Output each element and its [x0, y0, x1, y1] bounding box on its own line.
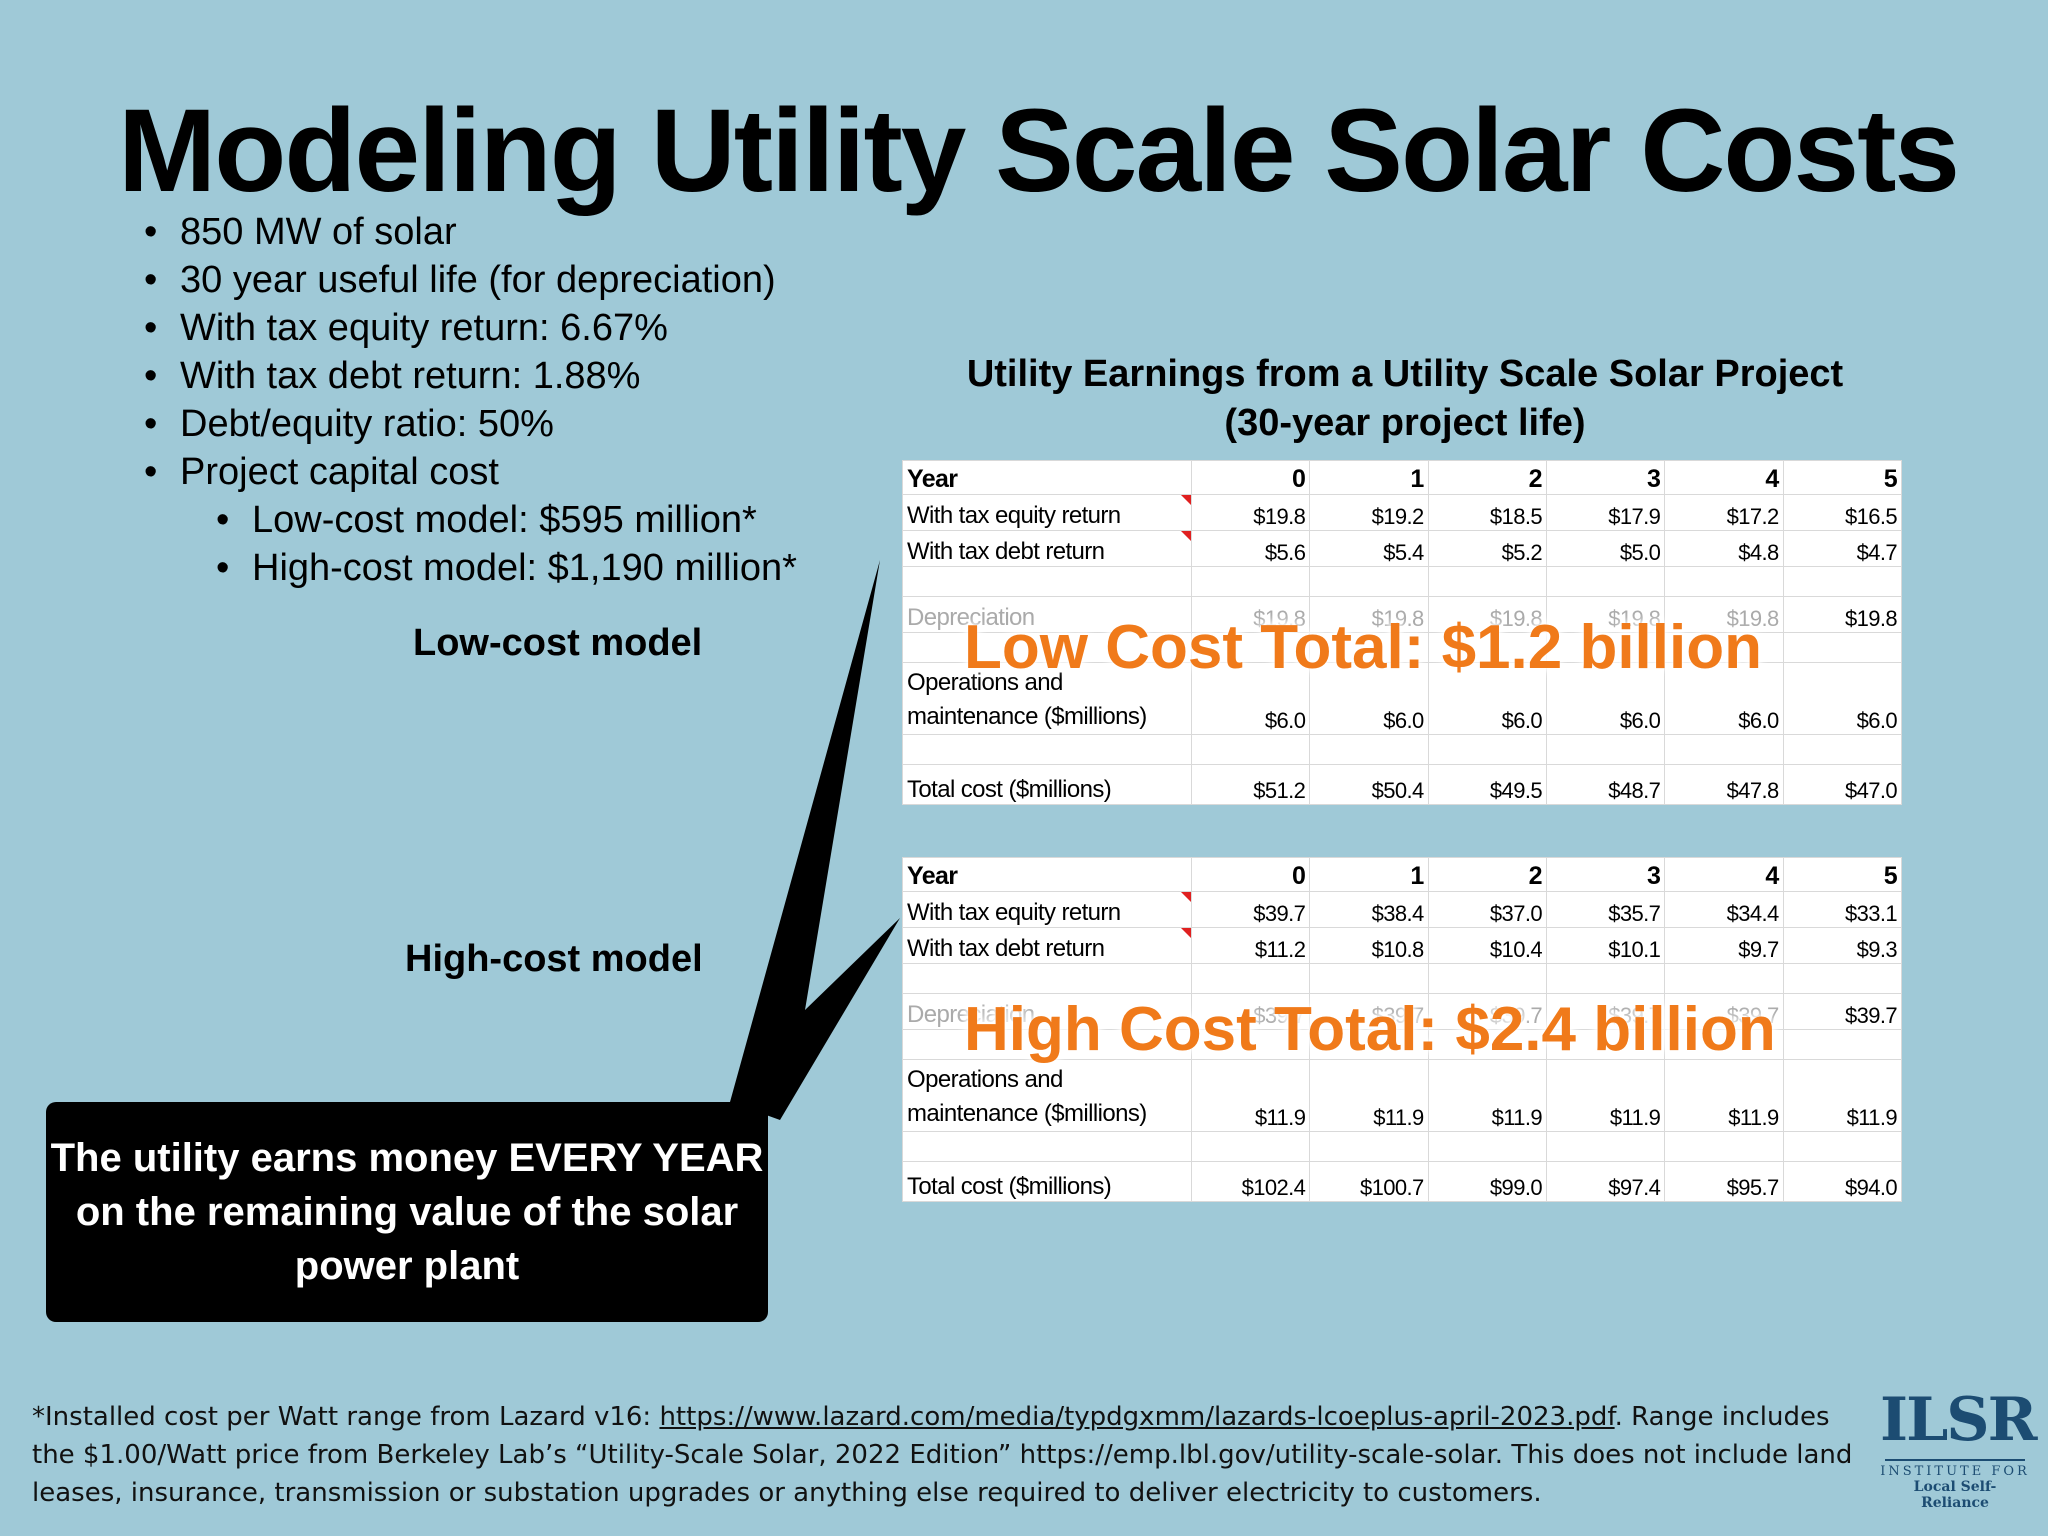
- header-cell: 5: [1782, 857, 1903, 892]
- logo-mark: ILSR: [1880, 1385, 2037, 1455]
- table-cell: $37.0: [1427, 891, 1547, 928]
- table-cell: $17.2: [1664, 494, 1784, 531]
- row-label: With tax equity return: [902, 891, 1192, 928]
- table-cell: $97.4: [1545, 1161, 1666, 1202]
- high-cost-total-overlay: High Cost Total: $2.4 billion: [964, 995, 1776, 1064]
- header-cell: 0: [1190, 460, 1311, 495]
- header-cell: 2: [1427, 857, 1547, 892]
- footnote-suffix: . Range includes the $1.00/Watt price fr…: [32, 1402, 1853, 1508]
- callout-pointer: [730, 560, 900, 1120]
- table-cell: $19.8: [1427, 596, 1547, 633]
- table-cell: $5.4: [1309, 530, 1429, 567]
- table-cell: $6.0: [1782, 662, 1903, 735]
- sub-bullet-item: Low-cost model: $595 million*: [140, 496, 797, 544]
- header-cell: Year: [902, 857, 1192, 892]
- row-label: With tax debt return: [902, 530, 1192, 567]
- table-cell: $11.9: [1782, 1059, 1903, 1132]
- assumptions-list: 850 MW of solar 30 year useful life (for…: [140, 208, 797, 592]
- high-cost-model-label: High-cost model: [405, 938, 703, 980]
- row-label: With tax equity return: [902, 494, 1192, 531]
- table-cell: $6.0: [1545, 662, 1666, 735]
- high-cost-table: Year 0 1 2 3 4 5 With tax equity return …: [902, 857, 1903, 1202]
- table-cell: $34.4: [1664, 891, 1784, 928]
- row-label: Operations and maintenance ($millions): [902, 662, 1192, 735]
- table-cell: $5.6: [1190, 530, 1311, 567]
- row-label: With tax debt return: [902, 927, 1192, 964]
- table-cell: $47.8: [1664, 764, 1784, 805]
- table-cell: $100.7: [1309, 1161, 1429, 1202]
- table-cell: $19.2: [1309, 494, 1429, 531]
- header-cell: 1: [1309, 460, 1429, 495]
- table-cell: $39.7: [1427, 993, 1547, 1030]
- logo-line-2: Local Self-Reliance: [1913, 1479, 1997, 1511]
- table-cell: $16.5: [1782, 494, 1903, 531]
- table-cell: $5.2: [1427, 530, 1547, 567]
- table-cell: $11.9: [1427, 1059, 1547, 1132]
- row-label: Depreciation: [902, 993, 1192, 1030]
- header-cell: 2: [1427, 460, 1547, 495]
- table-cell: $39.7: [1782, 993, 1903, 1030]
- lazard-link[interactable]: https://www.lazard.com/media/typdgxmm/la…: [659, 1402, 1615, 1432]
- table-cell: $6.0: [1309, 662, 1429, 735]
- bullet-item: Project capital cost: [140, 448, 797, 496]
- table-cell: $4.7: [1782, 530, 1903, 567]
- table-cell: $99.0: [1427, 1161, 1547, 1202]
- callout-text: The utility earns money EVERY YEAR on th…: [50, 1136, 764, 1288]
- footnote: *Installed cost per Watt range from Laza…: [32, 1398, 1862, 1512]
- table-cell: $11.9: [1545, 1059, 1666, 1132]
- table-cell: $10.1: [1545, 927, 1666, 964]
- table-cell: $49.5: [1427, 764, 1547, 805]
- table-cell: $18.5: [1427, 494, 1547, 531]
- table-cell: $5.0: [1545, 530, 1666, 567]
- table-cell: $19.8: [1782, 596, 1903, 633]
- row-label: Total cost ($millions): [902, 1161, 1192, 1202]
- slide-title: Modeling Utility Scale Solar Costs: [118, 85, 1960, 217]
- row-label: Operations and maintenance ($millions): [902, 1059, 1192, 1132]
- table-cell: $4.8: [1664, 530, 1784, 567]
- bullet-item: 30 year useful life (for depreciation): [140, 256, 797, 304]
- table-cell: $6.0: [1190, 662, 1311, 735]
- ilsr-logo: ILSR INSTITUTE FOR Local Self-Reliance: [1880, 1384, 2037, 1511]
- table-cell: $47.0: [1782, 764, 1903, 805]
- table-cell: $51.2: [1190, 764, 1311, 805]
- bullet-item: 850 MW of solar: [140, 208, 797, 256]
- table-cell: $94.0: [1782, 1161, 1903, 1202]
- table-cell: $10.4: [1427, 927, 1547, 964]
- table-cell: $102.4: [1190, 1161, 1311, 1202]
- table-cell: $11.9: [1190, 1059, 1311, 1132]
- low-cost-model-label: Low-cost model: [413, 622, 703, 664]
- table-cell: $48.7: [1545, 764, 1666, 805]
- bullet-item: Debt/equity ratio: 50%: [140, 400, 797, 448]
- bullet-item: With tax equity return: 6.67%: [140, 304, 797, 352]
- table-cell: $9.7: [1664, 927, 1784, 964]
- table-cell: $39.7: [1545, 993, 1666, 1030]
- footnote-prefix: *Installed cost per Watt range from Laza…: [32, 1402, 660, 1432]
- table-cell: $95.7: [1664, 1161, 1784, 1202]
- table-title-line: Utility Earnings from a Utility Scale So…: [966, 353, 1844, 395]
- bullet-item: With tax debt return: 1.88%: [140, 352, 797, 400]
- table-cell: $10.8: [1309, 927, 1429, 964]
- low-cost-total-overlay: Low Cost Total: $1.2 billion: [964, 613, 1762, 682]
- row-label: Total cost ($millions): [902, 764, 1192, 805]
- logo-line-1: INSTITUTE FOR: [1880, 1464, 2030, 1479]
- table-title-line: (30-year project life): [1224, 402, 1586, 444]
- logo-divider: [1885, 1459, 2025, 1461]
- sub-bullet-item: High-cost model: $1,190 million*: [140, 544, 797, 592]
- table-title: Utility Earnings from a Utility Scale So…: [900, 350, 1910, 448]
- table-cell: $19.8: [1545, 596, 1666, 633]
- table-cell: $33.1: [1782, 891, 1903, 928]
- header-cell: 1: [1309, 857, 1429, 892]
- table-cell: $35.7: [1545, 891, 1666, 928]
- low-cost-table: Year 0 1 2 3 4 5 With tax equity return …: [902, 460, 1903, 805]
- row-label: Depreciation: [902, 596, 1192, 633]
- header-cell: 3: [1545, 460, 1666, 495]
- table-cell: $6.0: [1427, 662, 1547, 735]
- table-cell: $19.8: [1190, 494, 1311, 531]
- callout-box: [46, 1102, 768, 1322]
- table-cell: $19.8: [1190, 596, 1311, 633]
